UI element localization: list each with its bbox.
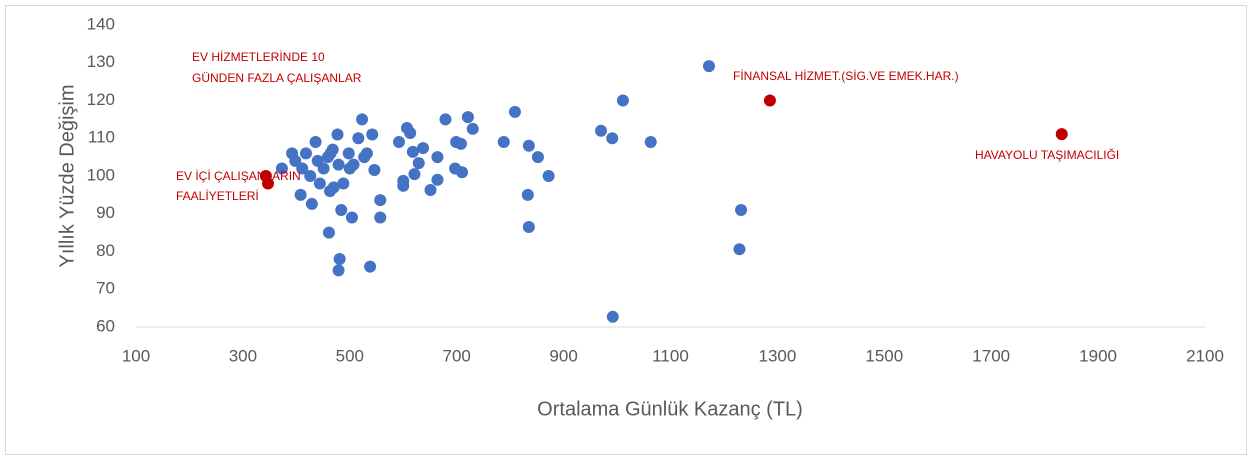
point [431,173,444,186]
point [404,126,417,139]
point [406,145,419,158]
point [317,162,330,175]
point [374,194,387,207]
point [606,310,619,323]
chart-border [5,5,1247,455]
point [644,136,657,149]
point [262,177,275,190]
point [522,220,535,233]
point [335,203,348,216]
point [461,111,474,124]
x-tick-label: 100 [122,346,150,365]
x-tick-label: 1900 [1079,346,1117,365]
annotation: EV İÇİ ÇALIŞANLARIN [176,169,301,183]
y-tick-label: 110 [88,128,115,147]
point [304,170,317,182]
annotation: GÜNDEN FAZLA ÇALIŞANLAR [192,71,362,85]
point [397,174,410,187]
point [456,166,469,179]
point [326,143,339,156]
x-tick-label: 2100 [1186,346,1224,365]
point [342,147,355,160]
x-axis-title: Ortalama Günlük Kazanç (TL) [537,398,803,420]
annotation: FİNANSAL HİZMET.(SİG.VE EMEK.HAR.) [733,69,959,83]
x-tick-label: 1500 [865,346,903,365]
point [595,124,608,137]
point [360,147,373,160]
point [347,158,360,171]
point [294,188,307,201]
x-tick-label: 700 [443,346,471,365]
y-tick-label: 90 [96,203,115,222]
point [606,132,619,145]
point [439,113,452,126]
point [309,136,322,149]
point [466,122,479,135]
x-tick-label: 900 [549,346,577,365]
point [366,128,379,141]
point [531,151,544,164]
point [352,132,365,145]
x-tick-label: 500 [336,346,364,365]
point [337,177,350,190]
y-tick-label: 60 [96,316,115,335]
point [497,136,510,149]
x-tick-label: 300 [229,346,257,365]
annotation: FAALİYETLERİ [176,189,259,203]
point [289,154,302,167]
point [763,94,776,107]
x-tick-label: 1300 [758,346,796,365]
point [733,243,746,256]
point [542,170,555,182]
point [296,162,309,175]
point [1055,128,1068,141]
annotation: HAVAYOLU TAŞIMACILIĞI [975,147,1119,162]
point [408,168,421,181]
point [313,177,326,190]
point [702,60,715,73]
point [417,142,430,155]
point [431,151,444,164]
point [322,226,335,239]
point [521,188,534,201]
point [735,203,748,216]
point [333,253,346,266]
point [424,183,437,196]
point [522,139,535,152]
point [392,136,405,149]
point [508,105,521,118]
point [299,147,312,160]
point [356,113,369,126]
point [374,211,387,224]
point [454,137,467,150]
point [368,163,381,176]
point [332,158,345,171]
y-tick-label: 120 [87,90,115,109]
point [275,162,288,175]
point [412,157,425,170]
x-tick-label: 1100 [652,346,689,365]
y-axis-title: Yıllık Yüzde Değişim [56,84,78,267]
y-tick-label: 80 [96,241,115,260]
point [327,181,340,194]
y-tick-label: 100 [87,165,115,184]
x-tick-label: 1700 [972,346,1010,365]
point [332,264,345,277]
annotation: EV HİZMETLERİNDE 10 [192,50,325,64]
point [364,260,377,273]
y-tick-label: 130 [87,52,115,71]
y-tick-label: 140 [87,14,115,33]
point [331,128,344,141]
point [345,211,358,224]
y-tick-label: 70 [96,279,115,298]
point [305,197,318,210]
point [616,94,629,107]
